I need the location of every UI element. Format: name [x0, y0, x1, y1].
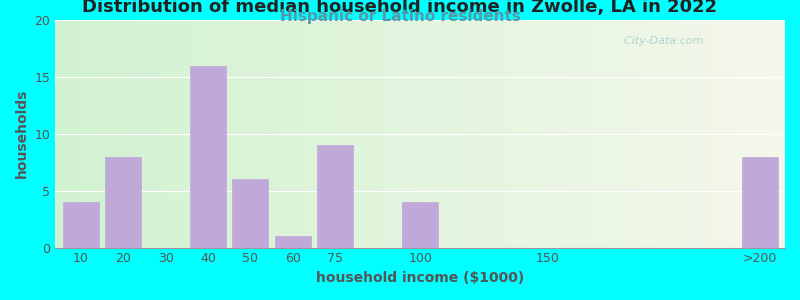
Bar	[402, 202, 438, 248]
Text: City-Data.com: City-Data.com	[617, 36, 704, 46]
Bar	[742, 157, 778, 247]
Text: Distribution of median household income in Zwolle, LA in 2022: Distribution of median household income …	[82, 0, 718, 16]
Bar	[62, 202, 98, 248]
Bar	[233, 179, 269, 248]
Bar	[105, 157, 142, 247]
Bar	[275, 236, 311, 248]
X-axis label: household income ($1000): household income ($1000)	[316, 271, 524, 285]
Y-axis label: households: households	[15, 89, 29, 178]
Text: Hispanic or Latino residents: Hispanic or Latino residents	[279, 9, 521, 24]
Bar	[318, 145, 354, 248]
Bar	[190, 65, 226, 248]
